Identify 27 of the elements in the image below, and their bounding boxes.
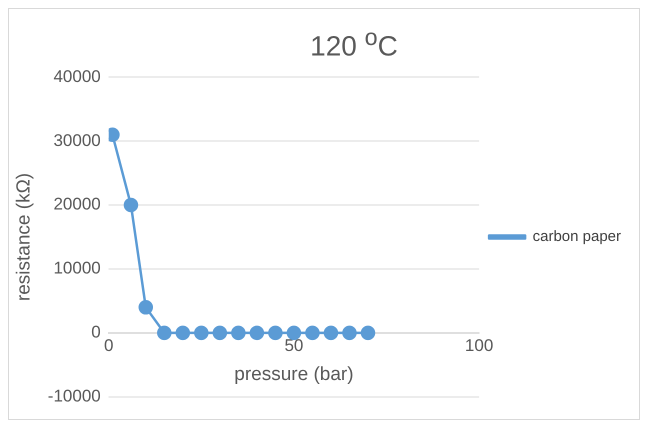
point xyxy=(138,300,154,315)
y-tick-label: 20000 xyxy=(53,194,101,214)
point xyxy=(286,326,302,340)
y-tick-label: 40000 xyxy=(53,66,101,86)
point xyxy=(250,326,264,340)
x-axis-title: pressure (bar) xyxy=(234,364,354,385)
point xyxy=(324,326,338,340)
y-tick-label: 0 xyxy=(91,322,101,342)
point xyxy=(124,198,138,212)
point xyxy=(360,326,376,340)
x-tick-label: 50 xyxy=(284,336,304,355)
point xyxy=(231,326,246,340)
x-tick-label: 0 xyxy=(104,336,114,355)
y-tick-label: 10000 xyxy=(53,258,101,278)
point xyxy=(342,326,357,340)
legend-label: carbon paper xyxy=(532,228,622,246)
y-axis-title: resistance (kΩ) xyxy=(14,172,35,302)
point xyxy=(212,326,228,340)
chart-title: 120 $^{o}$C xyxy=(309,23,399,62)
point xyxy=(194,326,209,340)
y-tick-label: 30000 xyxy=(53,130,101,150)
point xyxy=(305,326,320,340)
point xyxy=(157,326,172,340)
x-tick-label: 100 xyxy=(464,336,494,355)
point xyxy=(268,326,283,340)
point xyxy=(176,326,190,340)
y-tick-label: -10000 xyxy=(48,386,101,406)
